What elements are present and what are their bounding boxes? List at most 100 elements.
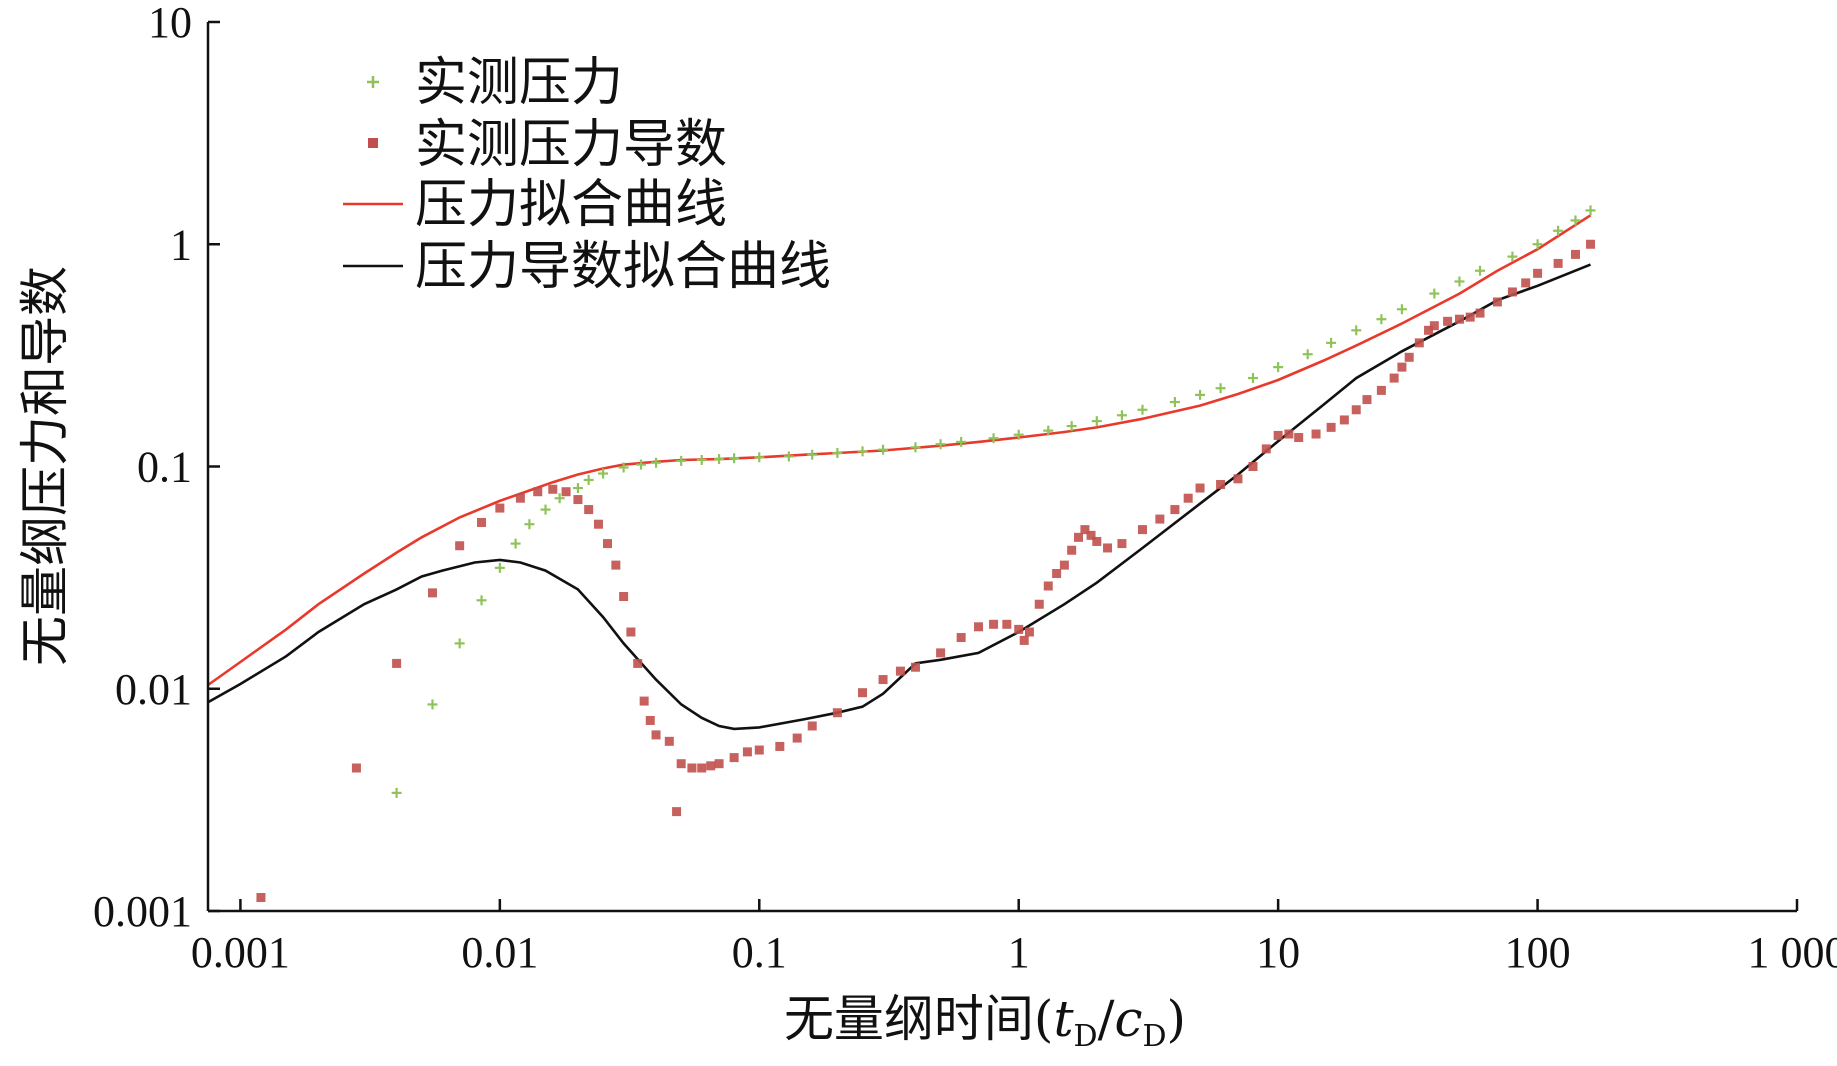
measured-pressure-point bbox=[754, 452, 765, 463]
measured-pressure-point bbox=[1454, 276, 1465, 287]
pressure-fit-line bbox=[207, 214, 1592, 687]
y-tick-label: 0.01 bbox=[115, 665, 192, 714]
measured-pressure-point bbox=[1137, 404, 1148, 415]
measured-derivative-point bbox=[706, 761, 716, 771]
measured-derivative-point bbox=[256, 893, 266, 903]
measured-derivative-point bbox=[573, 495, 583, 505]
measured-derivative-point bbox=[1294, 433, 1304, 443]
measured-derivative-point bbox=[858, 688, 868, 698]
measured-pressure-point bbox=[1091, 416, 1102, 427]
measured-derivative-point bbox=[1034, 599, 1044, 609]
legend-item-derivative-fit: 压力导数拟合曲线 bbox=[343, 237, 831, 297]
measured-pressure-point bbox=[1376, 314, 1387, 325]
legend: 实测压力 实测压力导数 压力拟合曲线 压力导数拟合曲线 bbox=[343, 53, 831, 297]
measured-derivative-point bbox=[1507, 287, 1517, 297]
measured-derivative-point bbox=[1073, 532, 1083, 542]
measured-derivative-point bbox=[878, 675, 888, 685]
measured-derivative-point bbox=[645, 715, 655, 725]
y-tick-label: 1 bbox=[170, 220, 192, 269]
x-tick-label: 0.1 bbox=[732, 928, 787, 977]
measured-derivative-point bbox=[1137, 525, 1147, 535]
measured-derivative-point bbox=[1273, 430, 1283, 440]
measured-derivative-point bbox=[1397, 362, 1407, 372]
measured-derivative-point bbox=[714, 759, 724, 769]
measured-derivative-point bbox=[1454, 314, 1464, 324]
measured-derivative-point bbox=[1570, 249, 1580, 259]
legend-marker-cross bbox=[367, 76, 379, 88]
measured-derivative-point bbox=[1429, 321, 1439, 331]
measured-derivative-point bbox=[1067, 545, 1077, 555]
measured-derivative-point bbox=[687, 763, 697, 773]
measured-pressure-point bbox=[1247, 373, 1258, 384]
measured-derivative-point bbox=[351, 763, 361, 773]
measured-derivative-point bbox=[1103, 543, 1113, 553]
measured-derivative-point bbox=[1002, 619, 1012, 629]
measured-derivative-point bbox=[1533, 268, 1543, 278]
measured-derivative-point bbox=[584, 505, 594, 515]
measured-derivative-point bbox=[603, 539, 613, 549]
measured-derivative-point bbox=[1014, 624, 1024, 634]
measured-pressure-point bbox=[935, 439, 946, 450]
measured-derivative-point bbox=[477, 517, 487, 527]
measured-pressure-point bbox=[454, 638, 465, 649]
measured-pressure-point bbox=[1396, 304, 1407, 315]
measured-derivative-point bbox=[1389, 373, 1399, 383]
legend-item-measured-pressure: 实测压力 bbox=[367, 53, 623, 113]
measured-derivative-point bbox=[1052, 569, 1062, 579]
measured-pressure-point bbox=[807, 449, 818, 460]
measured-pressure-point bbox=[476, 595, 487, 606]
x-axis-ticks: 0.001 0.01 0.1 1 10 100 1 000 bbox=[191, 899, 1837, 977]
measured-derivative-point bbox=[1339, 415, 1349, 425]
measured-pressure-point bbox=[1429, 288, 1440, 299]
measured-derivative-point bbox=[392, 658, 402, 668]
measured-derivative-point bbox=[792, 733, 802, 743]
measured-pressure-point bbox=[1351, 325, 1362, 336]
legend-label-measured-pressure: 实测压力 bbox=[415, 53, 623, 113]
measured-derivative-point bbox=[832, 708, 842, 718]
measured-derivative-point bbox=[1086, 530, 1096, 540]
measured-derivative-point bbox=[1092, 536, 1102, 546]
measured-derivative-point bbox=[619, 592, 629, 602]
measured-derivative-point bbox=[1080, 525, 1090, 535]
measured-derivative-point bbox=[1414, 338, 1424, 348]
x-tick-label: 1 bbox=[1008, 928, 1030, 977]
measured-pressure-point bbox=[696, 454, 707, 465]
measured-pressure-point bbox=[1570, 215, 1581, 226]
measured-derivative-point bbox=[1475, 308, 1485, 318]
measured-pressure-point bbox=[572, 483, 583, 494]
measured-pressure-point bbox=[540, 504, 551, 515]
measured-pressure-point bbox=[729, 453, 740, 464]
measured-derivative-point bbox=[1170, 505, 1180, 515]
measured-pressure-point bbox=[1043, 425, 1054, 436]
measured-derivative-point bbox=[626, 627, 636, 637]
y-axis-title: 无量纲压力和导数 bbox=[16, 266, 74, 666]
measured-derivative-point bbox=[633, 658, 643, 668]
measured-pressure-point bbox=[1507, 251, 1518, 262]
measured-derivative-point bbox=[729, 753, 739, 763]
measured-pressure-point bbox=[524, 519, 535, 530]
measured-pressure-point bbox=[1195, 389, 1206, 400]
measured-pressure-point bbox=[676, 455, 687, 466]
measured-derivative-point bbox=[1465, 312, 1475, 322]
x-tick-label: 10 bbox=[1256, 928, 1300, 977]
measured-derivative-point bbox=[1117, 539, 1127, 549]
measured-derivative-point bbox=[664, 736, 674, 746]
x-axis-title: 无量纲时间(tD/cD) bbox=[784, 990, 1186, 1054]
measured-derivative-point bbox=[775, 741, 785, 751]
legend-label-pressure-fit: 压力拟合曲线 bbox=[415, 175, 727, 235]
measured-derivative-point bbox=[1043, 581, 1053, 591]
measured-derivative-point bbox=[1553, 258, 1563, 268]
measured-derivative-point bbox=[1586, 239, 1596, 249]
measured-pressure-point bbox=[510, 538, 521, 549]
measured-pressure-point bbox=[1169, 397, 1180, 408]
measured-derivative-point bbox=[455, 541, 465, 551]
legend-item-measured-derivative: 实测压力导数 bbox=[368, 115, 727, 175]
measured-derivative-point bbox=[936, 648, 946, 658]
measured-pressure-point bbox=[635, 459, 646, 470]
measured-pressure-point bbox=[988, 433, 999, 444]
measured-pressure-point bbox=[910, 442, 921, 453]
measured-derivative-point bbox=[1351, 405, 1361, 415]
measured-derivative-point bbox=[672, 807, 682, 817]
measured-pressure-point bbox=[1585, 205, 1596, 216]
